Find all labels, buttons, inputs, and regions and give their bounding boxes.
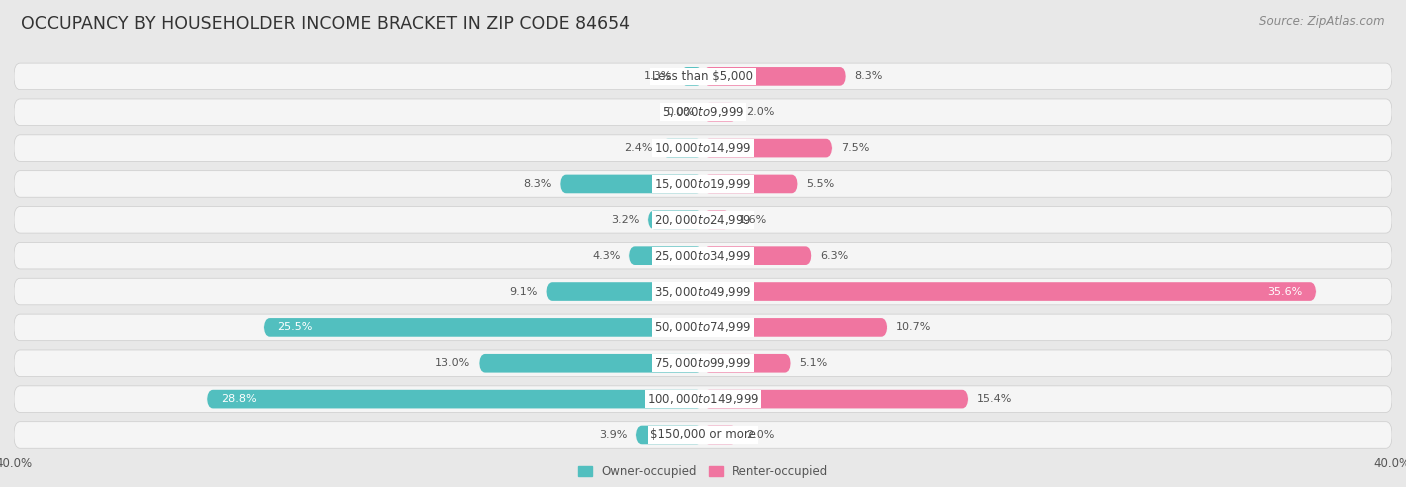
Text: 28.8%: 28.8% (221, 394, 256, 404)
FancyBboxPatch shape (636, 426, 703, 444)
FancyBboxPatch shape (547, 282, 703, 301)
Text: 7.5%: 7.5% (841, 143, 869, 153)
FancyBboxPatch shape (703, 103, 738, 122)
Text: 8.3%: 8.3% (855, 72, 883, 81)
FancyBboxPatch shape (648, 210, 703, 229)
FancyBboxPatch shape (560, 175, 703, 193)
FancyBboxPatch shape (14, 206, 1392, 233)
FancyBboxPatch shape (14, 63, 1392, 90)
FancyBboxPatch shape (703, 246, 811, 265)
FancyBboxPatch shape (14, 99, 1392, 126)
Text: 1.3%: 1.3% (644, 72, 672, 81)
FancyBboxPatch shape (703, 139, 832, 157)
FancyBboxPatch shape (14, 278, 1392, 305)
Text: 35.6%: 35.6% (1267, 286, 1302, 297)
Text: $10,000 to $14,999: $10,000 to $14,999 (654, 141, 752, 155)
Text: 8.3%: 8.3% (523, 179, 551, 189)
Text: 10.7%: 10.7% (896, 322, 931, 333)
FancyBboxPatch shape (662, 139, 703, 157)
Text: $100,000 to $149,999: $100,000 to $149,999 (647, 392, 759, 406)
FancyBboxPatch shape (703, 426, 738, 444)
Text: $5,000 to $9,999: $5,000 to $9,999 (662, 105, 744, 119)
Text: 0.0%: 0.0% (666, 107, 695, 117)
Text: 15.4%: 15.4% (977, 394, 1012, 404)
Text: Less than $5,000: Less than $5,000 (652, 70, 754, 83)
Text: OCCUPANCY BY HOUSEHOLDER INCOME BRACKET IN ZIP CODE 84654: OCCUPANCY BY HOUSEHOLDER INCOME BRACKET … (21, 15, 630, 33)
FancyBboxPatch shape (703, 210, 731, 229)
FancyBboxPatch shape (14, 243, 1392, 269)
Text: 1.6%: 1.6% (740, 215, 768, 225)
FancyBboxPatch shape (703, 282, 1316, 301)
Text: 4.3%: 4.3% (592, 251, 620, 261)
FancyBboxPatch shape (14, 314, 1392, 341)
FancyBboxPatch shape (703, 354, 790, 373)
FancyBboxPatch shape (14, 422, 1392, 448)
Text: 3.2%: 3.2% (610, 215, 640, 225)
FancyBboxPatch shape (479, 354, 703, 373)
FancyBboxPatch shape (703, 67, 846, 86)
FancyBboxPatch shape (14, 386, 1392, 412)
FancyBboxPatch shape (703, 175, 797, 193)
Text: 5.5%: 5.5% (807, 179, 835, 189)
Text: $150,000 or more: $150,000 or more (650, 429, 756, 442)
Text: 13.0%: 13.0% (436, 358, 471, 368)
Text: 2.0%: 2.0% (747, 430, 775, 440)
Text: 6.3%: 6.3% (820, 251, 848, 261)
Text: $25,000 to $34,999: $25,000 to $34,999 (654, 249, 752, 262)
Text: 2.0%: 2.0% (747, 107, 775, 117)
FancyBboxPatch shape (703, 318, 887, 337)
Text: $35,000 to $49,999: $35,000 to $49,999 (654, 284, 752, 299)
Text: $50,000 to $74,999: $50,000 to $74,999 (654, 320, 752, 335)
Text: 25.5%: 25.5% (277, 322, 314, 333)
Legend: Owner-occupied, Renter-occupied: Owner-occupied, Renter-occupied (572, 460, 834, 483)
Text: $75,000 to $99,999: $75,000 to $99,999 (654, 356, 752, 370)
FancyBboxPatch shape (681, 67, 703, 86)
FancyBboxPatch shape (207, 390, 703, 409)
FancyBboxPatch shape (14, 135, 1392, 161)
FancyBboxPatch shape (14, 350, 1392, 376)
FancyBboxPatch shape (14, 170, 1392, 197)
FancyBboxPatch shape (264, 318, 703, 337)
Text: Source: ZipAtlas.com: Source: ZipAtlas.com (1260, 15, 1385, 28)
Text: $20,000 to $24,999: $20,000 to $24,999 (654, 213, 752, 227)
Text: $15,000 to $19,999: $15,000 to $19,999 (654, 177, 752, 191)
FancyBboxPatch shape (628, 246, 703, 265)
Text: 3.9%: 3.9% (599, 430, 627, 440)
FancyBboxPatch shape (703, 390, 969, 409)
Text: 9.1%: 9.1% (509, 286, 537, 297)
Text: 2.4%: 2.4% (624, 143, 652, 153)
Text: 5.1%: 5.1% (800, 358, 828, 368)
